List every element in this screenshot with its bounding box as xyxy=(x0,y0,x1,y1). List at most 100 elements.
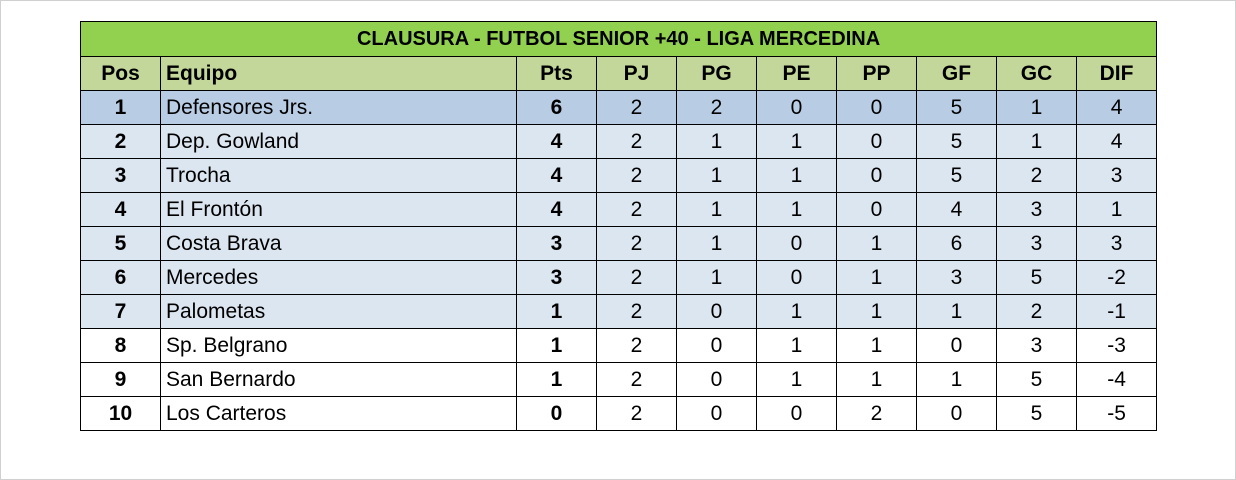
cell-pp: 1 xyxy=(836,260,917,295)
cell-pe: 1 xyxy=(756,328,837,363)
column-header-dif: DIF xyxy=(1075,56,1158,91)
cell-pe: 0 xyxy=(756,90,837,125)
cell-dif: 4 xyxy=(1075,124,1158,159)
cell-pg: 1 xyxy=(676,192,757,227)
cell-pos: 8 xyxy=(80,328,161,363)
table-row: 3 Trocha 4 2 1 1 0 5 2 3 xyxy=(80,158,1158,193)
column-header-equipo: Equipo xyxy=(160,56,517,91)
column-header-gf: GF xyxy=(916,56,997,91)
cell-pp: 1 xyxy=(836,226,917,261)
cell-pg: 2 xyxy=(676,90,757,125)
cell-gc: 2 xyxy=(996,294,1077,329)
cell-gf: 5 xyxy=(916,124,997,159)
cell-pg: 0 xyxy=(676,396,757,431)
cell-gf: 4 xyxy=(916,192,997,227)
cell-pts: 4 xyxy=(516,124,597,159)
cell-gc: 1 xyxy=(996,124,1077,159)
cell-pts: 1 xyxy=(516,294,597,329)
cell-pos: 7 xyxy=(80,294,161,329)
cell-team: Palometas xyxy=(160,294,517,329)
cell-gc: 5 xyxy=(996,260,1077,295)
cell-dif: -5 xyxy=(1075,396,1158,431)
cell-team: Costa Brava xyxy=(160,226,517,261)
table-row: 2 Dep. Gowland 4 2 1 1 0 5 1 4 xyxy=(80,124,1158,159)
cell-pg: 0 xyxy=(676,328,757,363)
cell-pts: 1 xyxy=(516,362,597,397)
cell-gc: 5 xyxy=(996,362,1077,397)
cell-pj: 2 xyxy=(596,294,677,329)
cell-team: Sp. Belgrano xyxy=(160,328,517,363)
cell-dif: -2 xyxy=(1075,260,1158,295)
cell-gf: 0 xyxy=(916,328,997,363)
cell-pts: 3 xyxy=(516,226,597,261)
cell-gc: 1 xyxy=(996,90,1077,125)
cell-pe: 1 xyxy=(756,124,837,159)
table-row: 6 Mercedes 3 2 1 0 1 3 5 -2 xyxy=(80,260,1158,295)
table-row: 4 El Frontón 4 2 1 1 0 4 3 1 xyxy=(80,192,1158,227)
cell-pe: 0 xyxy=(756,260,837,295)
cell-pj: 2 xyxy=(596,260,677,295)
column-header-gc: GC xyxy=(996,56,1077,91)
cell-pp: 0 xyxy=(836,158,917,193)
cell-gf: 5 xyxy=(916,158,997,193)
cell-pg: 1 xyxy=(676,260,757,295)
cell-gf: 0 xyxy=(916,396,997,431)
cell-pts: 4 xyxy=(516,158,597,193)
cell-team: Los Carteros xyxy=(160,396,517,431)
column-header-pos: Pos xyxy=(80,56,161,91)
cell-gc: 3 xyxy=(996,226,1077,261)
cell-pj: 2 xyxy=(596,362,677,397)
cell-gc: 3 xyxy=(996,328,1077,363)
cell-pp: 1 xyxy=(836,294,917,329)
cell-pp: 1 xyxy=(836,328,917,363)
table-row: 10 Los Carteros 0 2 0 0 2 0 5 -5 xyxy=(80,396,1158,431)
cell-pos: 9 xyxy=(80,362,161,397)
cell-pg: 0 xyxy=(676,362,757,397)
cell-pp: 0 xyxy=(836,124,917,159)
cell-dif: 4 xyxy=(1075,90,1158,125)
header-row: Pos Equipo Pts PJ PG PE PP GF GC DIF xyxy=(80,56,1158,91)
cell-pj: 2 xyxy=(596,124,677,159)
cell-gc: 3 xyxy=(996,192,1077,227)
cell-pe: 1 xyxy=(756,362,837,397)
column-header-pj: PJ xyxy=(596,56,677,91)
table-row: 7 Palometas 1 2 0 1 1 1 2 -1 xyxy=(80,294,1158,329)
cell-gf: 1 xyxy=(916,362,997,397)
column-header-pe: PE xyxy=(756,56,837,91)
cell-dif: -1 xyxy=(1075,294,1158,329)
cell-pp: 0 xyxy=(836,192,917,227)
cell-pj: 2 xyxy=(596,396,677,431)
cell-gf: 1 xyxy=(916,294,997,329)
column-header-pg: PG xyxy=(676,56,757,91)
cell-dif: 1 xyxy=(1075,192,1158,227)
cell-gf: 5 xyxy=(916,90,997,125)
standings-table: CLAUSURA - FUTBOL SENIOR +40 - LIGA MERC… xyxy=(79,21,1158,431)
table-row: 9 San Bernardo 1 2 0 1 1 1 5 -4 xyxy=(80,362,1158,397)
cell-pe: 0 xyxy=(756,396,837,431)
cell-pos: 4 xyxy=(80,192,161,227)
cell-pp: 1 xyxy=(836,362,917,397)
cell-pg: 0 xyxy=(676,294,757,329)
cell-pe: 1 xyxy=(756,294,837,329)
cell-pp: 0 xyxy=(836,90,917,125)
cell-pos: 10 xyxy=(80,396,161,431)
cell-pg: 1 xyxy=(676,124,757,159)
table-row: 5 Costa Brava 3 2 1 0 1 6 3 3 xyxy=(80,226,1158,261)
cell-pts: 3 xyxy=(516,260,597,295)
cell-pj: 2 xyxy=(596,192,677,227)
cell-gc: 5 xyxy=(996,396,1077,431)
table-row: 1 Defensores Jrs. 6 2 2 0 0 5 1 4 xyxy=(80,90,1158,125)
cell-pts: 4 xyxy=(516,192,597,227)
cell-pg: 1 xyxy=(676,226,757,261)
cell-team: Dep. Gowland xyxy=(160,124,517,159)
cell-pos: 1 xyxy=(80,90,161,125)
cell-team: El Frontón xyxy=(160,192,517,227)
cell-pj: 2 xyxy=(596,90,677,125)
cell-pts: 6 xyxy=(516,90,597,125)
column-header-pts: Pts xyxy=(516,56,597,91)
cell-pp: 2 xyxy=(836,396,917,431)
cell-dif: 3 xyxy=(1075,158,1158,193)
cell-gc: 2 xyxy=(996,158,1077,193)
cell-team: Trocha xyxy=(160,158,517,193)
cell-pj: 2 xyxy=(596,328,677,363)
